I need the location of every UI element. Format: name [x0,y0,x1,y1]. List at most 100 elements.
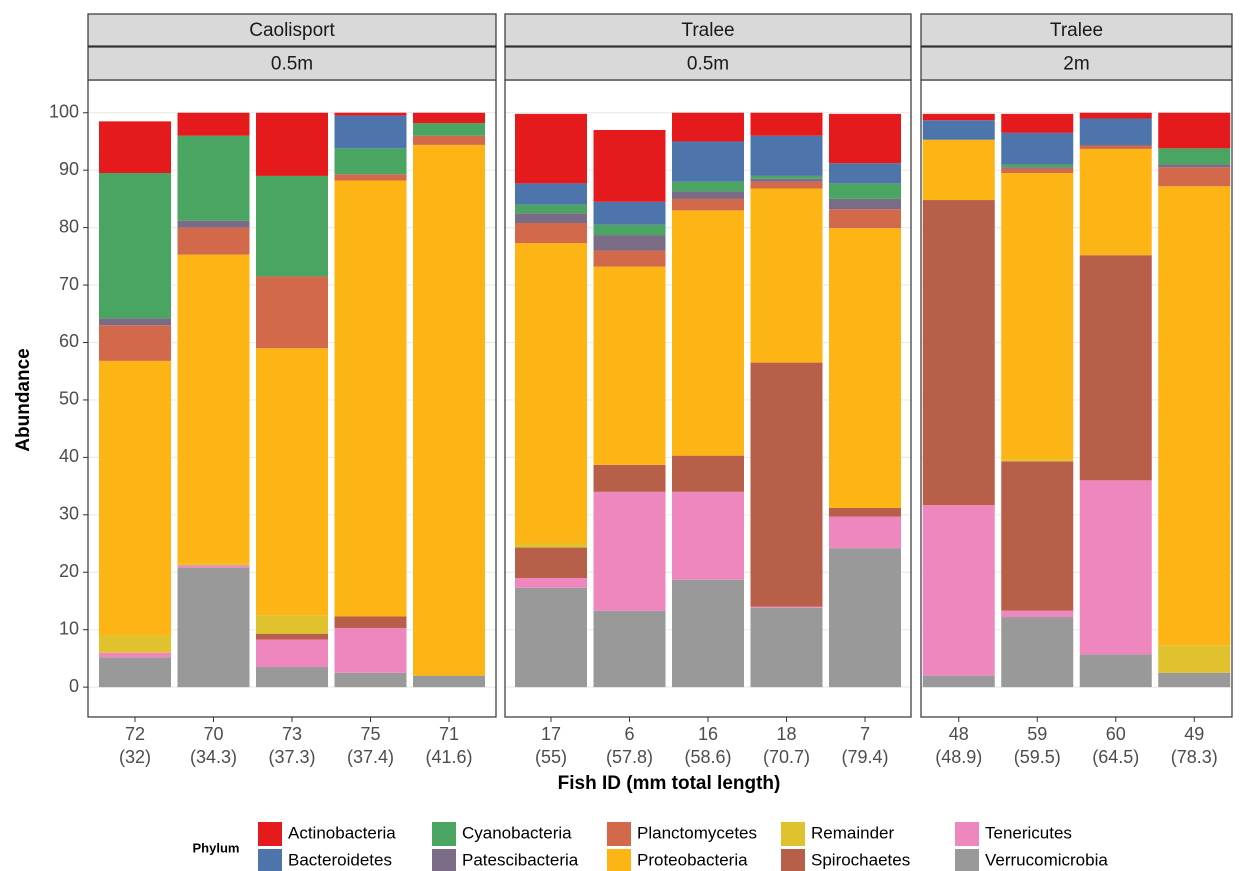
legend-label: Remainder [811,823,894,842]
bar-segment [515,113,587,184]
bar-segment [1001,459,1074,462]
bar-segment [177,563,250,566]
bar-segment [1158,148,1231,165]
bar-segment [1001,113,1074,133]
x-tick-label: 7 [860,724,870,744]
legend-key [955,822,979,846]
facet-strip-label: 0.5m [271,54,313,75]
bar-segment [256,633,328,640]
y-tick-label: 60 [59,331,79,351]
bar-segment [99,318,171,326]
facet-strip [87,13,497,47]
bar-segment [829,198,901,210]
y-tick-label: 30 [59,504,79,524]
x-tick-label: 70 [203,724,223,744]
x-tick-label: (37.4) [347,747,394,767]
x-tick-label: (58.6) [684,747,731,767]
bar-segment [672,181,744,192]
legend-label: Spirochaetes [811,850,910,869]
bar-segment [593,201,666,225]
x-tick-label: (34.3) [190,747,237,767]
legend-label: Cyanobacteria [462,823,572,842]
y-tick-label: 40 [59,446,79,466]
legend-label: Proteobacteria [637,850,748,869]
legend-label: Bacteroidetes [288,850,392,869]
bar-segment [672,579,744,688]
x-tick-label: 48 [949,724,969,744]
bar-segment [750,135,823,176]
facet-strip [504,13,912,47]
bar-segment [593,235,666,251]
legend-key [258,822,282,846]
x-tick-label: (41.6) [425,747,472,767]
bar-segment [672,141,744,182]
legend-key [258,849,282,871]
bar-segment [99,360,171,636]
x-tick-label: 75 [360,724,380,744]
legend-label: Verrucomicrobia [985,850,1108,869]
bar-segment [593,129,666,202]
bar-segment [829,163,901,184]
bar-segment [1001,132,1074,165]
y-tick-label: 80 [59,216,79,236]
bar-segment [1158,167,1231,187]
bar-segment [515,204,587,214]
bar-segment [177,135,250,221]
bar-segment [1158,672,1231,688]
legend-title: Phylum [193,840,240,855]
bar-segment [256,639,328,668]
bar-segment [99,325,171,361]
x-tick-label: (57.8) [606,747,653,767]
bar-segment [922,200,995,506]
y-tick-label: 20 [59,561,79,581]
bar-segment [1158,164,1231,168]
bar-segment [413,112,485,124]
y-tick-label: 0 [69,676,79,696]
bar-segment [593,250,666,267]
facet-strip [920,13,1233,47]
bar-segment [672,210,744,456]
facet-strip-label: Tralee [1050,20,1103,41]
bar-segment [515,577,587,588]
bar-segment [515,183,587,205]
x-tick-label: (78.3) [1171,747,1218,767]
bar-segment [922,120,995,140]
bar-segment [413,135,485,145]
bar-segment [672,198,744,211]
facet-strip-label: 2m [1063,54,1089,75]
bar-segment [750,362,823,607]
x-tick-label: (79.4) [841,747,888,767]
bar-segment [922,139,995,201]
y-tick-label: 10 [59,618,79,638]
bar-segment [256,112,328,176]
facet-strip-label: Tralee [681,20,734,41]
y-tick-label: 100 [49,101,79,121]
x-tick-label: (55) [535,747,567,767]
x-tick-label: 60 [1106,724,1126,744]
bar-segment [1079,148,1152,256]
x-tick-label: 17 [541,724,561,744]
bar-segment [1001,461,1074,611]
bar-segment [515,587,587,688]
bar-segment [1079,118,1152,146]
y-tick-label: 90 [59,159,79,179]
x-tick-label: 6 [624,724,634,744]
bar-segment [177,565,250,568]
bar-segment [829,113,901,164]
bar-segment [413,144,485,676]
bar-segment [672,491,744,580]
x-tick-label: 49 [1184,724,1204,744]
bar-segment [829,507,901,517]
x-tick-label: 59 [1027,724,1047,744]
bar-segment [829,548,901,688]
bar-segment [1158,112,1231,149]
x-tick-label: 72 [125,724,145,744]
bar-segment [515,547,587,578]
x-tick-label: 18 [776,724,796,744]
bar-segment [99,652,171,658]
bar-segment [750,175,823,179]
bar-segment [99,635,171,653]
bar-segment [515,213,587,224]
legend-key [955,849,979,871]
legend-label: Tenericutes [985,823,1072,842]
